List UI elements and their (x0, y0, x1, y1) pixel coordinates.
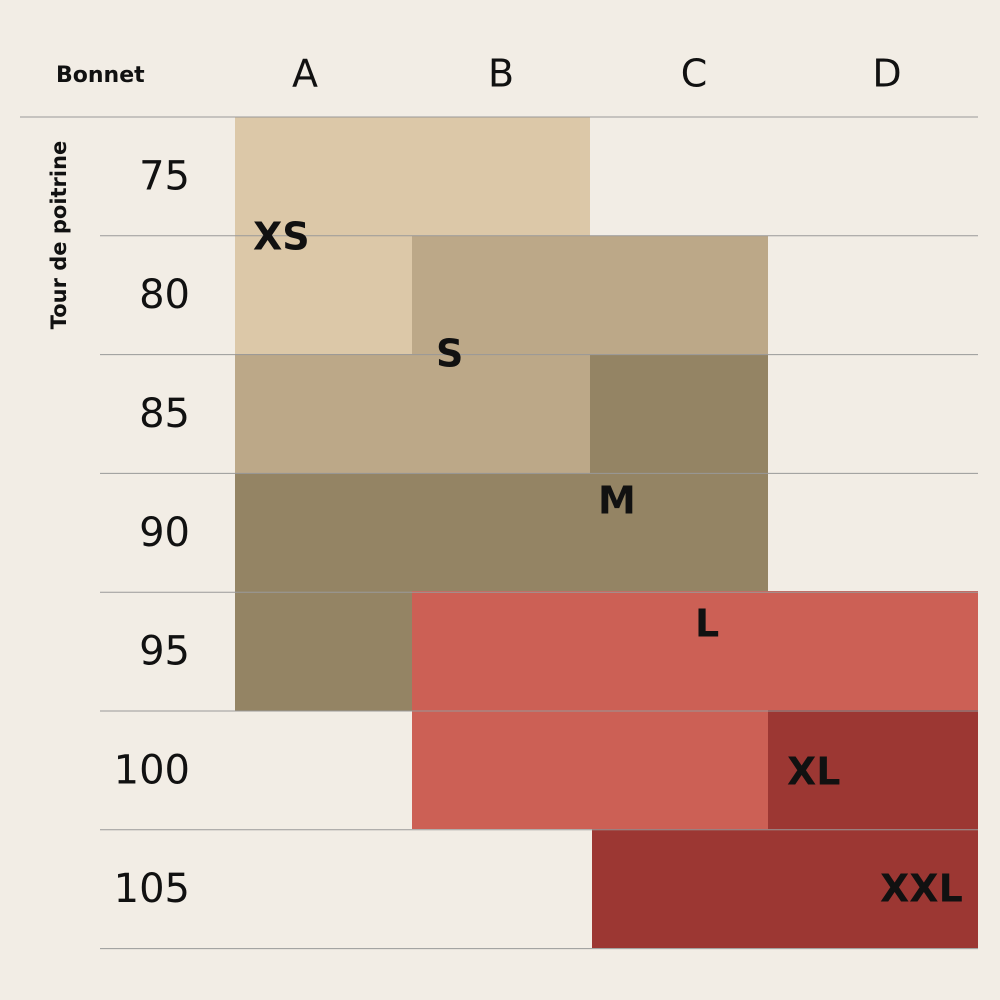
column-label: B (488, 52, 514, 96)
row-label: 75 (139, 153, 190, 199)
size-label: XXL (880, 867, 963, 911)
size-label: XS (253, 215, 310, 259)
row-label: 85 (139, 391, 190, 437)
row-label: 95 (139, 629, 190, 675)
corner-label: Bonnet (56, 63, 145, 88)
region-l (412, 591, 978, 829)
row-label: 100 (114, 747, 190, 793)
row-rules (100, 235, 978, 950)
row-labels: 75 80 85 90 95 100 105 (114, 153, 190, 912)
size-label: XL (787, 750, 841, 794)
row-label: 90 (139, 510, 190, 556)
size-label: L (695, 602, 719, 646)
size-label: M (598, 479, 636, 523)
row-axis-label: Tour de poitrine (47, 141, 71, 330)
column-label: C (681, 52, 708, 96)
region-xxl (592, 829, 978, 948)
size-label: S (436, 332, 463, 376)
region-xl (768, 710, 978, 829)
row-label: 80 (139, 272, 190, 318)
row-label: 105 (114, 866, 190, 912)
region-m (235, 355, 768, 711)
column-label: A (292, 52, 318, 96)
column-label: D (872, 52, 901, 96)
